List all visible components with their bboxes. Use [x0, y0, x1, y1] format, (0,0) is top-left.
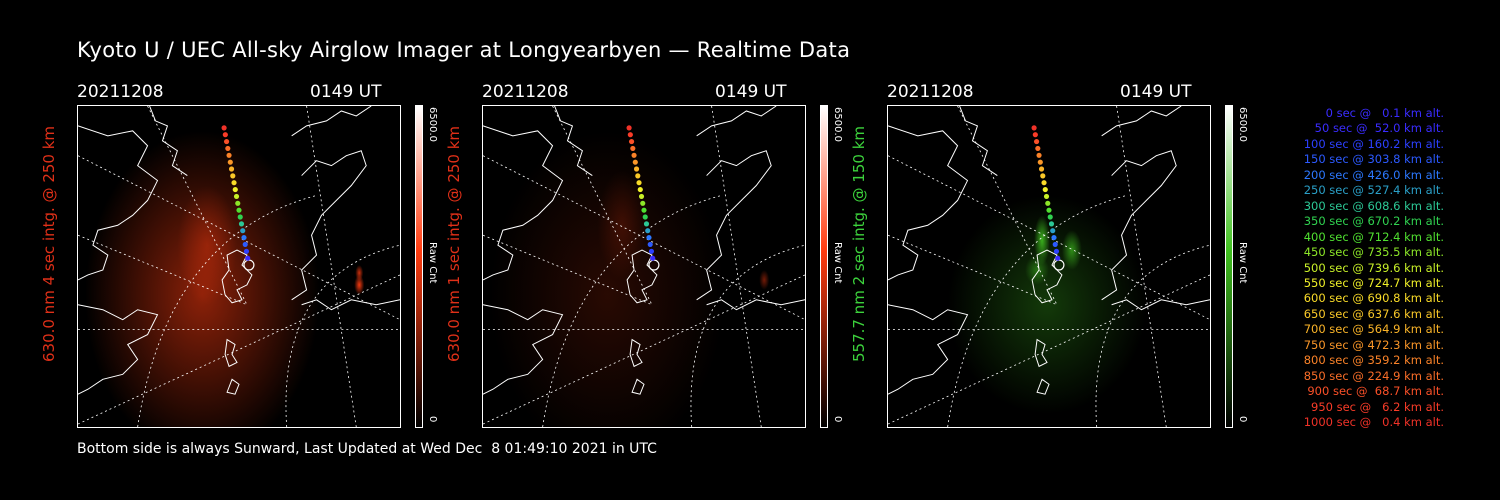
colorbar [415, 105, 423, 428]
legend-entry: 700 sec @ 564.9 km alt. [1303, 322, 1444, 337]
panel-630nm-4sec: 20211208 0149 UT 630.0 nm 4 sec intg. @ … [40, 78, 487, 430]
legend-entry: 600 sec @ 690.8 km alt. [1303, 291, 1444, 306]
colorbar-max: 6500.0 [427, 107, 438, 142]
panel-time: 0149 UT [310, 82, 382, 102]
legend-entry: 350 sec @ 670.2 km alt. [1303, 214, 1444, 229]
colorbar-min: 0 [427, 416, 438, 423]
legend-entry: 200 sec @ 426.0 km alt. [1303, 167, 1444, 182]
legend-entry: 1000 sec @ 0.4 km alt. [1303, 415, 1444, 430]
legend-entry: 950 sec @ 6.2 km alt. [1311, 399, 1444, 414]
footer-note: Bottom side is always Sunward, Last Upda… [77, 441, 657, 457]
colorbar-min: 0 [832, 416, 843, 423]
colorbar-unit: Raw Cnt [832, 242, 843, 284]
legend-entry: 800 sec @ 359.2 km alt. [1303, 353, 1444, 368]
allsky-image [887, 105, 1211, 428]
colorbar-unit: Raw Cnt [1237, 242, 1248, 284]
panel-557nm-2sec: 20211208 0149 UT 557.7 nm 2 sec intg. @ … [850, 78, 1297, 430]
legend-entry: 150 sec @ 303.8 km alt. [1303, 152, 1444, 167]
panel-wavelength-label: 630.0 nm 1 sec intg. @ 250 km [445, 125, 463, 363]
colorbar-max: 6500.0 [1237, 107, 1248, 142]
legend-entry: 500 sec @ 739.6 km alt. [1303, 260, 1444, 275]
panel-date: 20211208 [77, 82, 164, 102]
colorbar [1225, 105, 1233, 428]
panel-wavelength-label: 557.7 nm 2 sec intg. @ 150 km [850, 125, 868, 363]
legend-entry: 900 sec @ 68.7 km alt. [1307, 384, 1444, 399]
legend-entry: 550 sec @ 724.7 km alt. [1303, 275, 1444, 290]
colorbar-min: 0 [1237, 416, 1248, 423]
legend-entry: 650 sec @ 637.6 km alt. [1303, 306, 1444, 321]
panel-date: 20211208 [887, 82, 974, 102]
colorbar-unit: Raw Cnt [427, 242, 438, 284]
allsky-image [77, 105, 401, 428]
allsky-image [482, 105, 806, 428]
legend-entry: 300 sec @ 608.6 km alt. [1303, 198, 1444, 213]
legend-entry: 100 sec @ 160.2 km alt. [1303, 136, 1444, 151]
legend-entry: 50 sec @ 52.0 km alt. [1314, 121, 1444, 136]
trajectory-legend: 0 sec @ 0.1 km alt. 50 sec @ 52.0 km alt… [1262, 106, 1444, 431]
colorbar-max: 6500.0 [832, 107, 843, 142]
panel-630nm-1sec: 20211208 0149 UT 630.0 nm 1 sec intg. @ … [445, 78, 892, 430]
panel-time: 0149 UT [715, 82, 787, 102]
legend-entry: 450 sec @ 735.5 km alt. [1303, 245, 1444, 260]
page-title: Kyoto U / UEC All-sky Airglow Imager at … [77, 38, 851, 62]
legend-entry: 750 sec @ 472.3 km alt. [1303, 337, 1444, 352]
panel-date: 20211208 [482, 82, 569, 102]
legend-entry: 250 sec @ 527.4 km alt. [1303, 183, 1444, 198]
panel-wavelength-label: 630.0 nm 4 sec intg. @ 250 km [40, 125, 58, 363]
legend-entry: 0 sec @ 0.1 km alt. [1325, 106, 1444, 120]
colorbar [820, 105, 828, 428]
panel-time: 0149 UT [1120, 82, 1192, 102]
legend-entry: 850 sec @ 224.9 km alt. [1303, 368, 1444, 383]
legend-entry: 400 sec @ 712.4 km alt. [1303, 229, 1444, 244]
